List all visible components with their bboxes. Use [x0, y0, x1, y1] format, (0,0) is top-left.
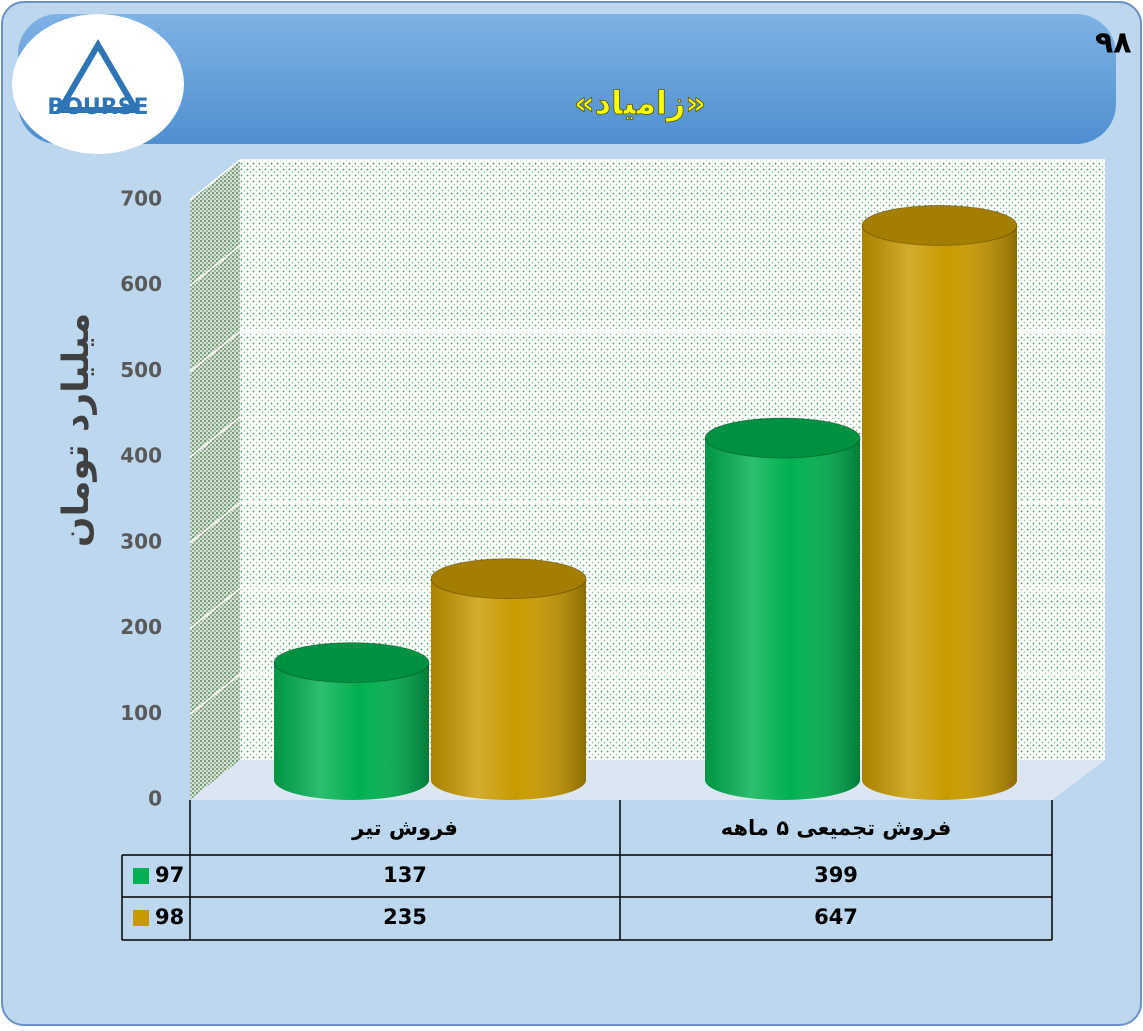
legend-swatch [133, 910, 149, 926]
header-band [18, 14, 1116, 144]
bar-top [861, 204, 1018, 246]
bar-shade [274, 662, 429, 800]
y-tick-label: 100 [120, 701, 162, 725]
y-tick-label: 700 [120, 187, 162, 211]
logo-mark [54, 39, 142, 113]
bar-shade [862, 225, 1017, 800]
y-tick-label: 0 [148, 787, 162, 811]
bar-top [273, 642, 430, 684]
grid-line-side [189, 673, 241, 715]
legend-label: 97 [155, 863, 184, 887]
chart-title: گزارش فروش ریالی ماهانه و ۵ ماهه منتهی ب… [1095, 25, 1143, 61]
bar-top-shade [705, 418, 860, 458]
table-value: 137 [383, 863, 427, 887]
bar-top [430, 558, 587, 600]
bar-top-shade [431, 558, 586, 599]
x-tick-label: فروش تجمیعی ۵ ماهه [721, 816, 952, 840]
grid-line-side [189, 245, 241, 287]
table-value: 399 [814, 863, 858, 887]
legend-swatch [133, 868, 149, 884]
grid-line-side [189, 587, 241, 630]
logo-text: BOURSE [47, 95, 148, 120]
y-tick-label: 500 [120, 358, 162, 382]
chart-subtitle: «زامیاد» [574, 84, 706, 122]
y-tick-label: 600 [120, 272, 162, 296]
grid-line-side [189, 502, 241, 544]
bar-top [704, 417, 861, 459]
bar-top-shade [862, 205, 1017, 246]
y-tick-label: 200 [120, 615, 162, 639]
y-tick-label: 300 [120, 529, 162, 553]
table-value: 235 [383, 905, 427, 929]
grid-line-side [189, 159, 241, 201]
table-value: 647 [814, 905, 858, 929]
side-wall [190, 160, 240, 800]
logo-disc [12, 14, 184, 154]
legend-label: 98 [155, 905, 184, 929]
y-tick-label: 400 [120, 444, 162, 468]
grid-line-side [189, 330, 241, 373]
bar-shade [431, 578, 586, 800]
x-tick-label: فروش تیر [351, 816, 458, 840]
bar-top-shade [274, 642, 429, 683]
grid-line-side [189, 416, 241, 458]
y-axis-label: میلیارد تومان [56, 313, 97, 547]
bar-shade [705, 438, 860, 800]
